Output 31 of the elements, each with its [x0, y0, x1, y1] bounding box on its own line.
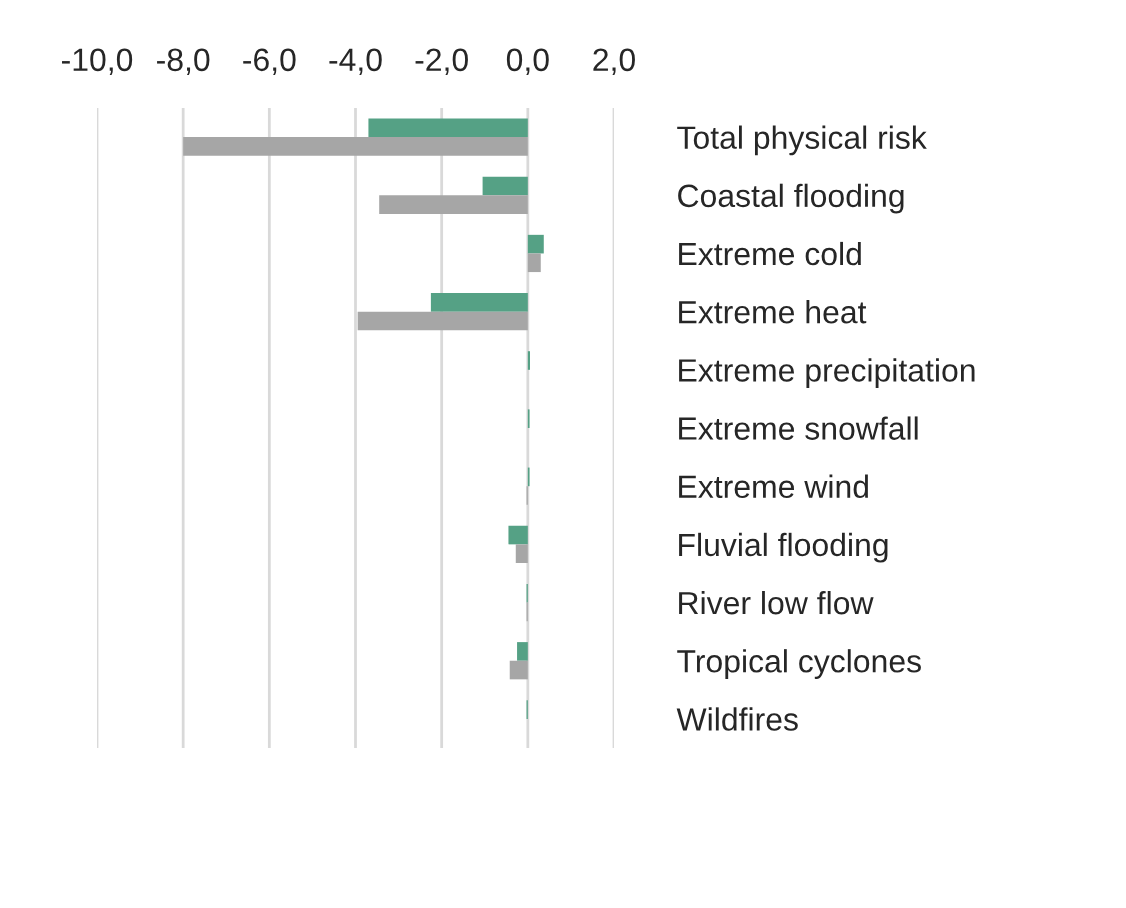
bar: [517, 642, 528, 661]
bar: [357, 311, 528, 331]
y-tick-label: Extreme cold: [679, 241, 861, 266]
y-tick-label: Extreme heat: [679, 300, 867, 324]
y-tick-label: Extreme snowfall: [679, 416, 918, 440]
bar: [527, 351, 530, 370]
y-tick-label: Extreme wind: [679, 474, 868, 499]
x-tick-label: -10,0: [62, 48, 133, 75]
y-tick-label: Tropical cyclones: [677, 649, 921, 679]
y-tick-label: Extreme precipitation: [679, 358, 975, 389]
bar: [527, 253, 541, 273]
x-tick-label: 2,0: [593, 48, 635, 75]
x-tick-label: -4,0: [329, 48, 382, 75]
bar: [515, 544, 528, 563]
y-tick-label: Fluvial flooding: [679, 532, 888, 563]
bar: [508, 525, 528, 545]
bar: [527, 234, 544, 254]
y-tick-label: Coastal flooding: [678, 183, 904, 214]
y-tick-label: River low flow: [679, 590, 874, 615]
bar: [183, 137, 528, 156]
x-tick-label: -8,0: [157, 48, 210, 75]
bar: [379, 195, 528, 214]
bar: [368, 118, 528, 138]
x-tick-label: -6,0: [243, 48, 296, 75]
x-tick-label: -2,0: [415, 48, 468, 75]
x-tick-label: 0,0: [506, 48, 549, 75]
bar: [482, 176, 528, 196]
bar: [430, 293, 528, 312]
y-tick-label: Total physical risk: [677, 125, 927, 156]
bar: [509, 660, 528, 680]
y-tick-label: Wildfires: [676, 707, 798, 731]
